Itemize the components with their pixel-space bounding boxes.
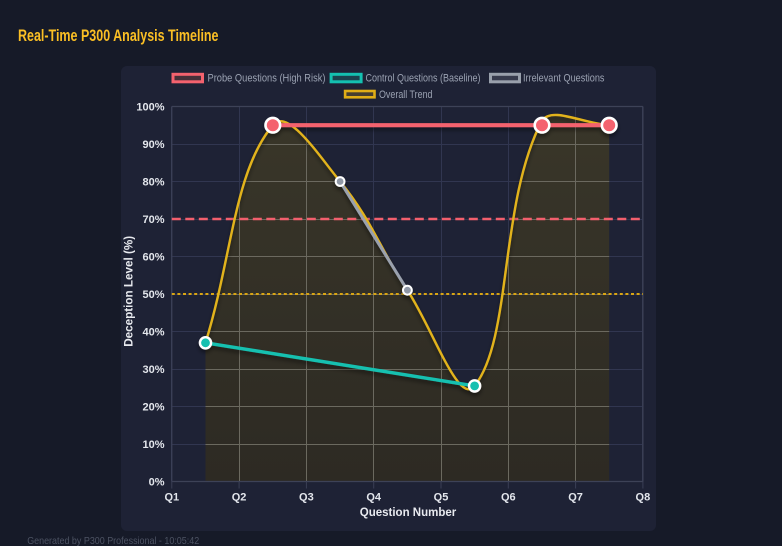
- svg-text:30%: 30%: [142, 364, 164, 376]
- svg-text:90%: 90%: [142, 139, 164, 151]
- svg-text:Q6: Q6: [501, 492, 516, 504]
- svg-text:Deception Level (%): Deception Level (%): [121, 236, 135, 347]
- svg-text:Probe Questions (High Risk): Probe Questions (High Risk): [208, 72, 326, 84]
- svg-text:Q5: Q5: [434, 492, 449, 504]
- svg-text:40%: 40%: [142, 326, 164, 338]
- svg-text:50%: 50%: [142, 289, 164, 301]
- svg-text:Control Questions (Baseline): Control Questions (Baseline): [366, 72, 481, 84]
- svg-text:20%: 20%: [142, 401, 164, 413]
- svg-text:Generated by P300 Professional: Generated by P300 Professional - 10:05:4…: [27, 536, 199, 546]
- svg-text:60%: 60%: [142, 251, 164, 263]
- svg-text:Q4: Q4: [366, 492, 382, 504]
- svg-text:Irrelevant Questions: Irrelevant Questions: [523, 72, 605, 84]
- svg-text:100%: 100%: [136, 101, 164, 113]
- svg-text:10%: 10%: [142, 439, 164, 451]
- svg-text:Q7: Q7: [568, 492, 583, 504]
- svg-text:Question Number: Question Number: [360, 505, 457, 519]
- svg-text:70%: 70%: [142, 214, 164, 226]
- svg-text:Q3: Q3: [299, 492, 314, 504]
- svg-text:0%: 0%: [149, 476, 165, 488]
- svg-text:Q2: Q2: [232, 492, 247, 504]
- svg-text:80%: 80%: [142, 176, 164, 188]
- svg-text:Q8: Q8: [636, 492, 651, 504]
- svg-text:Q1: Q1: [164, 492, 179, 504]
- svg-text:Overall Trend: Overall Trend: [379, 89, 433, 101]
- svg-text:Real-Time P300 Analysis Timeli: Real-Time P300 Analysis Timeline: [18, 26, 219, 45]
